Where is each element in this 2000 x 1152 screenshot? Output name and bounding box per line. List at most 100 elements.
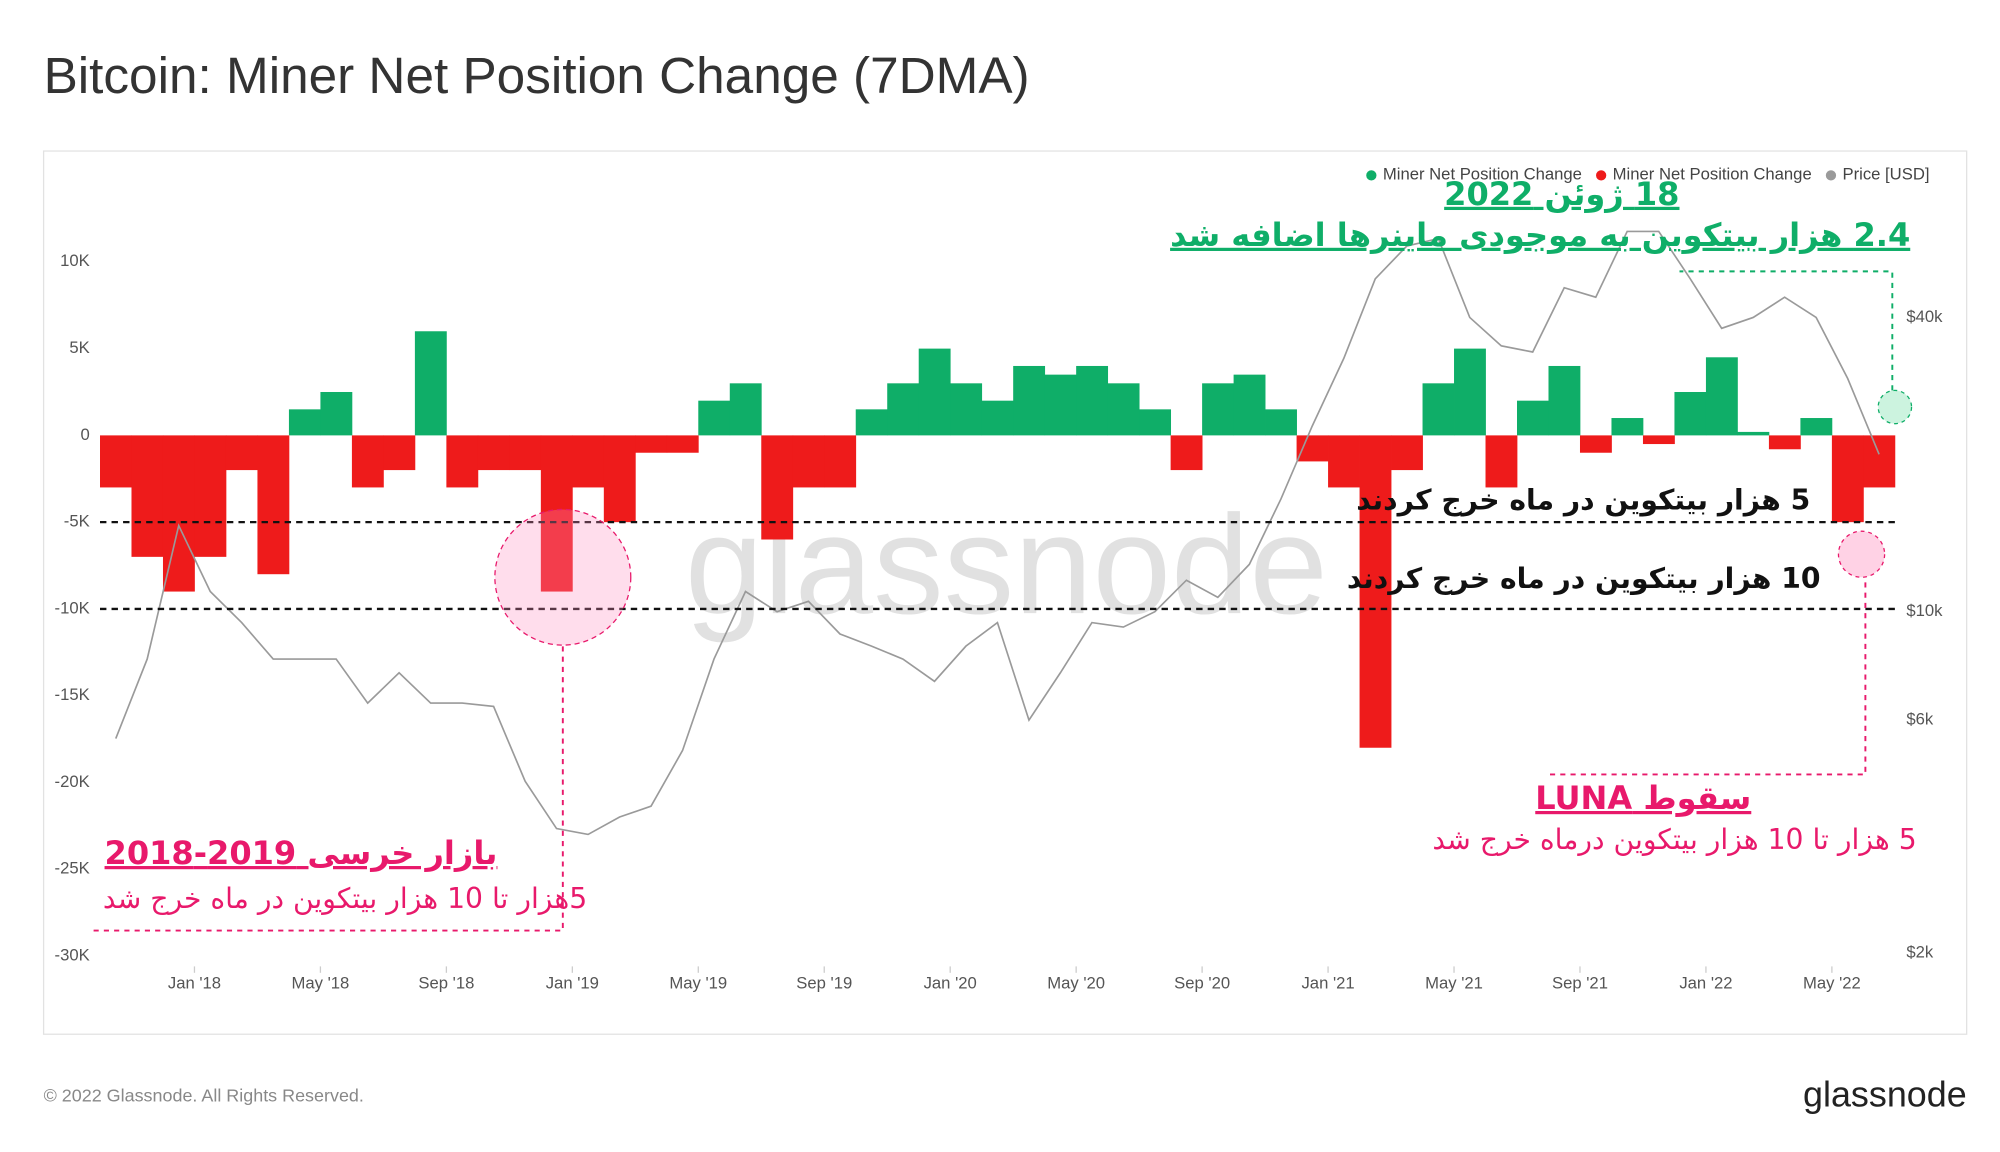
bar [100, 435, 132, 488]
bar [1611, 418, 1644, 436]
bar [1485, 435, 1518, 488]
annotation-shapes [92, 270, 1913, 932]
y-tick-label: -25K [55, 859, 90, 878]
bar [1233, 374, 1266, 436]
x-tick-label: Jan '21 [1301, 974, 1354, 993]
bar [1454, 348, 1486, 436]
x-tick-label: May '18 [292, 974, 350, 993]
legend-swatch [1366, 170, 1377, 181]
legend-swatch [1825, 170, 1837, 181]
bar [1170, 435, 1203, 471]
annotation: سقوط LUNA [1535, 779, 1751, 817]
annotations: 18 ژوئن 2022 2.4 هزار بیتکوین به موجودی … [103, 175, 1917, 916]
x-tick-label: May '22 [1803, 974, 1861, 993]
bar [1076, 365, 1109, 436]
bar [1013, 365, 1046, 436]
bar [351, 435, 384, 488]
copyright: © 2022 Glassnode. All Rights Reserved. [44, 1086, 364, 1106]
bar [509, 435, 542, 471]
logo: glassnode [1803, 1074, 1967, 1114]
bar [950, 383, 983, 436]
bar [1139, 409, 1172, 436]
bar [194, 435, 227, 557]
x-tick-label: May '21 [1425, 974, 1483, 993]
x-tick-label: Jan '18 [168, 974, 221, 993]
bar [1579, 435, 1612, 453]
y2-tick-label: $10k [1906, 601, 1943, 620]
chart-title: Bitcoin: Miner Net Position Change (7DMA… [44, 47, 1030, 104]
bar [603, 435, 636, 523]
bar [383, 435, 416, 471]
bar [887, 383, 920, 436]
x-tick-label: Sep '18 [418, 974, 474, 993]
plot-area: 10K 5K 0 -5K -10K -15K -20K -25K -30K $40k $10k $6k… [55, 230, 1943, 993]
y-tick-label: -30K [55, 945, 90, 964]
legend-swatch [1596, 170, 1607, 181]
x-tick-label: May '20 [1047, 974, 1105, 993]
price-line [114, 230, 1880, 836]
bar [824, 435, 857, 488]
bar [414, 331, 447, 436]
annotation: 5 هزار بیتکوین در ماه خرج کردند [1356, 484, 1810, 518]
bar [1674, 391, 1707, 436]
y-tick-label: -10K [55, 598, 90, 617]
bar [1831, 435, 1864, 523]
y2-tick-label: $2k [1906, 943, 1934, 962]
bar [320, 391, 353, 436]
x-tick-label: Sep '19 [796, 974, 852, 993]
leader-line [1679, 270, 1894, 391]
bar [761, 435, 794, 540]
highlight-circle [1877, 389, 1913, 425]
bar [1705, 357, 1738, 436]
bar [1359, 435, 1392, 748]
bar [257, 435, 290, 575]
annotation: 10 هزار بیتکوین در ماه خرج کردند [1347, 562, 1821, 596]
bar [1296, 435, 1329, 462]
bar [446, 435, 479, 488]
annotation: 5 هزار تا 10 هزار بیتکوین درماه خرج شد [1432, 823, 1916, 857]
y-tick-label: -15K [55, 685, 90, 704]
bar [1328, 435, 1360, 488]
leader-line [92, 646, 564, 932]
legend: Price [USD] Miner Net Position Change Mine… [1366, 165, 1929, 184]
bar [1202, 383, 1234, 436]
bar [1044, 374, 1077, 436]
bar [225, 435, 258, 471]
bar [1737, 431, 1770, 436]
bar [162, 435, 195, 592]
chart-frame [42, 150, 1968, 1035]
bar [288, 409, 321, 436]
bar [1422, 383, 1455, 436]
bar [1768, 435, 1801, 450]
x-tick-label: Jan '22 [1679, 974, 1732, 993]
bar [572, 435, 605, 488]
y2-tick-label: $6k [1906, 709, 1934, 728]
x-tick-label: Jan '20 [924, 974, 977, 993]
y-tick-label: -5K [64, 512, 90, 531]
y-tick-label: 0 [80, 425, 89, 444]
bar [855, 409, 888, 436]
bar [1800, 418, 1833, 436]
bar [540, 435, 573, 592]
annotation: 18 ژوئن 2022 [1444, 175, 1679, 213]
bar [477, 435, 510, 471]
legend-label: Miner Net Position Change [1383, 165, 1582, 184]
bar [1548, 365, 1581, 436]
bar [1863, 435, 1896, 488]
bar [981, 400, 1014, 436]
bar [1391, 435, 1423, 471]
annotation: 5هزار تا 10 هزار بیتکوین در ماه خرج شد [103, 882, 587, 916]
y-tick-label: 10K [60, 251, 90, 270]
legend-label: Price [USD] [1842, 165, 1929, 184]
bar [698, 400, 731, 436]
bar [131, 435, 164, 557]
x-tick-label: Sep '21 [1552, 974, 1608, 993]
y-tick-label: 5K [69, 338, 89, 357]
x-tick-label: May '19 [669, 974, 727, 993]
y-tick-label: -20K [55, 772, 90, 791]
x-tick-label: Sep '20 [1174, 974, 1230, 993]
highlight-circle [1837, 530, 1886, 578]
bar [729, 383, 762, 436]
annotation: بازار خرسی 2019-2018 [105, 834, 498, 872]
